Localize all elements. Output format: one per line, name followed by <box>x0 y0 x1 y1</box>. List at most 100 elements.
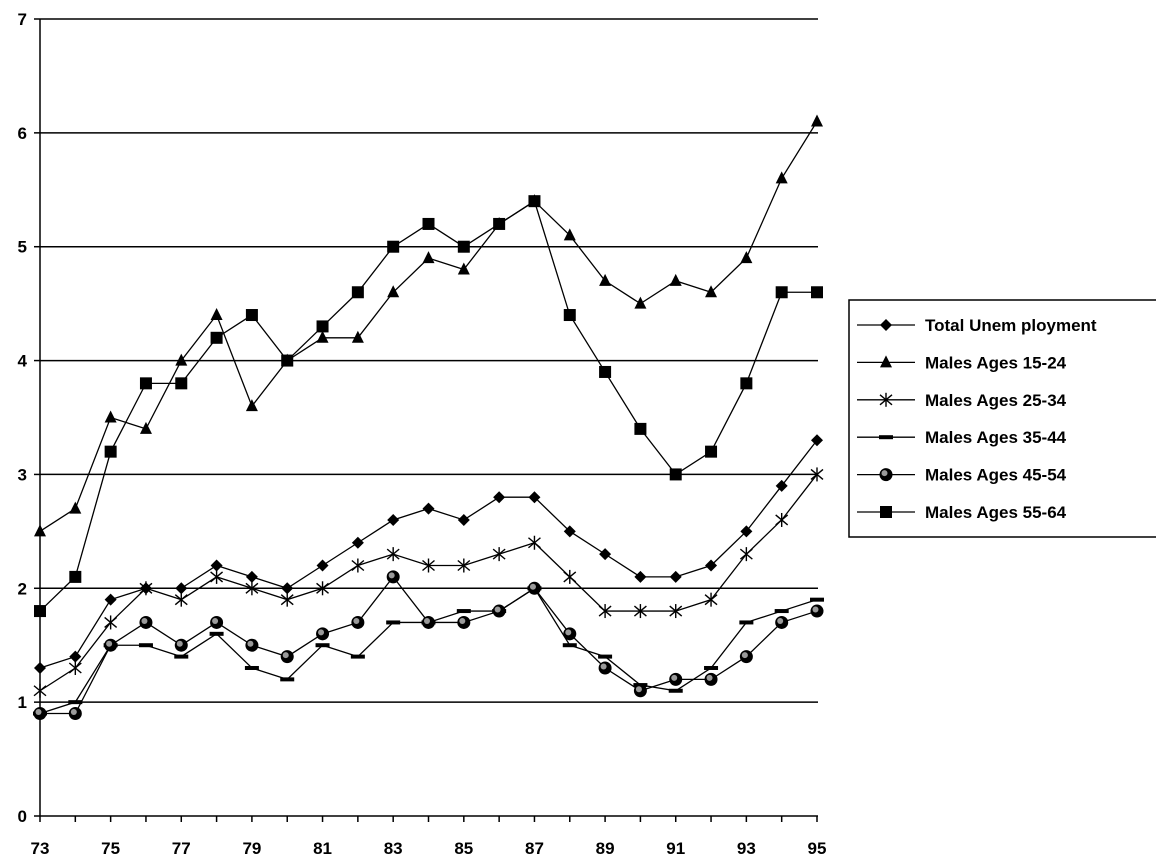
data-point <box>210 569 224 584</box>
legend-entry: Males Ages 25-34 <box>857 391 1067 410</box>
data-point <box>281 354 294 367</box>
data-point <box>634 296 647 309</box>
axes <box>34 18 818 822</box>
data-point <box>351 286 364 299</box>
series-line <box>39 587 818 715</box>
data-point <box>634 422 647 435</box>
legend-label: Males Ages 25-34 <box>925 391 1067 410</box>
data-point <box>139 615 153 629</box>
data-point <box>599 548 612 561</box>
gridlines <box>40 18 818 703</box>
data-point <box>669 604 683 619</box>
series-2 <box>34 114 823 537</box>
legend-marker <box>879 468 893 482</box>
data-point <box>210 559 223 572</box>
data-point <box>493 491 506 504</box>
data-point <box>704 672 718 686</box>
data-point <box>316 581 329 596</box>
x-tick-label: 95 <box>808 839 827 858</box>
data-point <box>68 707 82 721</box>
data-point <box>528 491 541 504</box>
legend: Total Unem ployment Males Ages 15-24 Males… <box>848 299 1156 538</box>
data-point <box>457 240 470 253</box>
data-point <box>351 536 364 549</box>
data-point <box>563 525 576 538</box>
data-point <box>104 410 117 423</box>
data-point <box>739 620 754 625</box>
data-point <box>775 286 788 299</box>
data-point <box>775 171 788 184</box>
data-point <box>740 251 753 264</box>
data-point <box>598 661 612 675</box>
data-point <box>492 547 506 562</box>
series-line <box>40 575 818 715</box>
data-point <box>69 501 82 514</box>
data-point <box>34 605 46 618</box>
data-point <box>528 195 541 208</box>
data-point <box>774 609 789 614</box>
data-point <box>705 445 718 458</box>
data-point <box>175 353 188 366</box>
data-point <box>280 592 294 607</box>
data-point <box>598 604 612 619</box>
series-1 <box>34 434 823 674</box>
y-tick-label: 0 <box>18 807 27 826</box>
legend-marker <box>879 392 893 407</box>
data-point <box>493 217 506 230</box>
data-point <box>457 513 470 526</box>
data-point <box>34 661 46 674</box>
data-point <box>139 377 152 390</box>
data-point <box>316 330 329 343</box>
data-point <box>705 559 718 572</box>
x-tick-label: 93 <box>737 839 756 858</box>
data-point <box>104 638 118 652</box>
data-point <box>387 285 400 298</box>
data-point <box>775 512 789 527</box>
data-point <box>104 615 118 630</box>
data-point <box>775 615 789 629</box>
data-point <box>316 320 329 333</box>
data-point <box>527 581 541 595</box>
data-point <box>174 638 188 652</box>
legend-entry: Males Ages 35-44 <box>857 428 1067 447</box>
data-point <box>245 309 258 322</box>
data-point <box>598 654 613 659</box>
data-point <box>351 558 365 573</box>
data-point <box>740 377 753 390</box>
legend-label: Males Ages 45-54 <box>925 466 1067 485</box>
data-point <box>669 570 682 583</box>
data-point <box>705 285 718 298</box>
series-lines <box>33 114 824 721</box>
x-tick-label: 75 <box>101 839 120 858</box>
x-tick-label: 73 <box>31 839 50 858</box>
y-tick-label: 1 <box>18 693 27 712</box>
y-tick-label: 4 <box>18 352 28 371</box>
data-point <box>351 330 364 343</box>
data-point <box>457 262 470 275</box>
data-point <box>104 445 117 458</box>
legend-label: Males Ages 35-44 <box>925 428 1067 447</box>
data-point <box>139 421 152 434</box>
x-tick-label: 77 <box>172 839 191 858</box>
data-point <box>315 643 330 648</box>
y-tick-label: 2 <box>18 579 27 598</box>
data-point <box>387 513 400 526</box>
legend-marker <box>880 506 892 518</box>
series-6 <box>34 195 823 618</box>
y-tick-label: 3 <box>18 465 27 484</box>
data-point <box>775 479 788 492</box>
data-point <box>34 524 46 537</box>
legend-box <box>848 299 1156 538</box>
data-point <box>810 604 824 618</box>
legend-entry: Males Ages 15-24 <box>857 353 1067 372</box>
data-point <box>104 593 117 606</box>
data-point <box>350 654 365 659</box>
data-point <box>811 286 823 299</box>
data-point <box>563 627 577 641</box>
data-point <box>175 582 188 595</box>
legend-marker <box>880 355 892 368</box>
data-point <box>563 309 576 322</box>
data-point <box>281 582 294 595</box>
x-tick-label: 87 <box>525 839 544 858</box>
